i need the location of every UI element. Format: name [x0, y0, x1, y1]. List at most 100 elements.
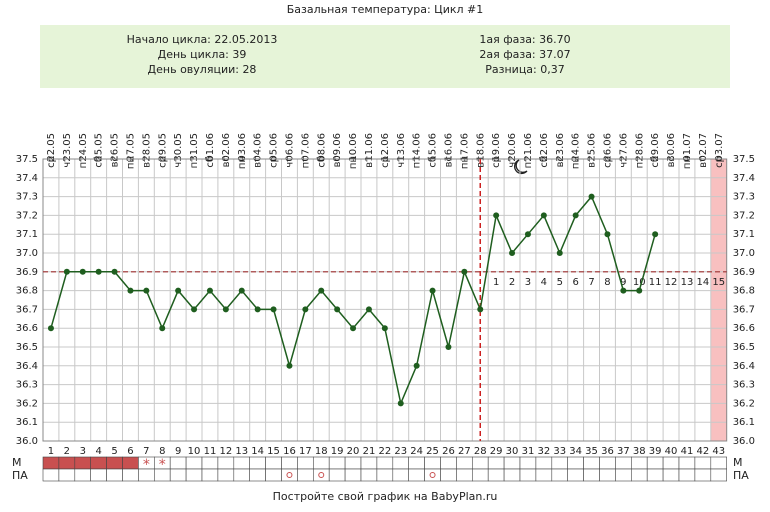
- date-label: 30.06: [666, 133, 677, 162]
- weekday-label: ср: [714, 156, 725, 168]
- date-label: 08.06: [316, 133, 327, 162]
- pa-cell: [662, 468, 680, 482]
- row-label: ПА: [12, 469, 28, 482]
- x-tick-label: 9: [175, 446, 181, 457]
- temperature-point: [381, 325, 388, 332]
- x-tick-label: 16: [283, 446, 296, 457]
- phase-label: 13: [681, 277, 694, 288]
- phase-label: 12: [665, 277, 678, 288]
- phase-label: 10: [633, 277, 646, 288]
- pa-cell: [185, 468, 203, 482]
- y-tick-label: 37.4: [16, 173, 38, 184]
- pa-mark: [318, 472, 325, 478]
- highlight-column: [710, 159, 727, 441]
- footer: Постройте свой график на BabyPlan.ru: [273, 490, 498, 503]
- m-cell: [583, 456, 600, 470]
- m-cell: [281, 456, 298, 470]
- m-cell: [90, 456, 107, 470]
- plot-frame: [42, 158, 728, 442]
- weekday-label: ср: [491, 156, 502, 168]
- date-label: 18.06: [475, 133, 486, 162]
- weekday-label: чт: [507, 156, 518, 168]
- y-tick-label: 37.5: [733, 154, 755, 165]
- m-cell: [106, 456, 123, 470]
- pa-cell: [678, 468, 696, 482]
- date-label: 28.05: [141, 133, 152, 162]
- pa-cell: [583, 468, 600, 482]
- temperature-point: [509, 250, 516, 256]
- x-tick-label: 21: [363, 446, 376, 457]
- weekday-label: вс: [110, 156, 121, 167]
- weekday-label: вт: [587, 156, 598, 168]
- date-label: 01.06: [205, 133, 216, 162]
- date-label: 29.06: [650, 133, 661, 162]
- temperature-point: [222, 306, 229, 313]
- x-tick-label: 26: [442, 446, 455, 457]
- x-tick-label: 27: [458, 446, 471, 457]
- temperature-point: [286, 362, 293, 369]
- x-tick-label: 2: [64, 446, 70, 457]
- x-tick-label: 31: [522, 446, 535, 457]
- temperature-point: [445, 344, 452, 350]
- date-label: 05.06: [269, 133, 280, 162]
- pa-cell: [249, 468, 266, 482]
- m-cell: [265, 456, 282, 470]
- y-tick-label: 36.0: [16, 436, 38, 447]
- temperature-point: [127, 287, 134, 294]
- m-cell: [344, 456, 362, 470]
- x-tick-label: 42: [696, 446, 709, 457]
- temperature-point: [47, 325, 54, 332]
- x-tick-label: 14: [251, 446, 264, 457]
- x-tick-label: 35: [585, 446, 598, 457]
- x-tick-label: 40: [665, 446, 678, 457]
- temperature-point: [270, 306, 277, 313]
- x-tick-label: 19: [331, 446, 344, 457]
- weekday-label: сб: [428, 156, 439, 168]
- row-label: М: [733, 456, 743, 469]
- phase-label: 1: [493, 277, 499, 288]
- pa-cell: [106, 468, 123, 482]
- x-tick-label: 22: [378, 446, 391, 457]
- weekday-label: вс: [555, 156, 566, 167]
- m-cell: [440, 456, 457, 470]
- date-label: 14.06: [412, 133, 423, 162]
- y-tick-label: 36.5: [16, 342, 38, 353]
- weekday-label: вт: [698, 156, 709, 168]
- phase-label: 11: [649, 277, 662, 288]
- temperature-point: [556, 250, 563, 256]
- m-cell: [615, 456, 632, 470]
- x-tick-label: 30: [506, 446, 519, 457]
- phase-label: 4: [541, 277, 547, 288]
- m-cell: [312, 456, 330, 470]
- temperature-point: [540, 212, 547, 219]
- pa-cell: [42, 468, 60, 482]
- y-tick-label: 37.0: [16, 248, 38, 259]
- pa-cell: [392, 468, 409, 482]
- date-label: 25.05: [94, 133, 105, 162]
- pa-mark: [286, 472, 293, 478]
- weekday-label: ср: [269, 156, 280, 168]
- pa-cell: [122, 468, 139, 482]
- m-cell: [185, 456, 203, 470]
- temperature-point: [79, 268, 86, 275]
- date-label: 31.05: [189, 133, 200, 162]
- weekday-label: пн: [571, 156, 582, 169]
- phase-label: 2: [509, 277, 515, 288]
- x-tick-label: 7: [143, 446, 149, 457]
- m-cell: [519, 456, 537, 470]
- date-label: 23.05: [62, 133, 73, 162]
- date-label: 13.06: [396, 133, 407, 162]
- m-cell: [233, 456, 251, 470]
- temperature-point: [572, 212, 579, 219]
- weekday-label: пн: [125, 156, 136, 169]
- weekday-label: вс: [221, 156, 232, 167]
- y-tick-label: 36.2: [16, 398, 38, 409]
- date-label: 04.06: [253, 133, 264, 162]
- temperature-point: [461, 268, 468, 275]
- weekday-label: сб: [539, 156, 550, 168]
- weekday-label: пт: [300, 156, 311, 169]
- date-label: 27.05: [125, 133, 136, 162]
- info-box: [40, 25, 730, 88]
- weekday-label: чт: [62, 156, 73, 168]
- weekday-label: вс: [443, 156, 454, 167]
